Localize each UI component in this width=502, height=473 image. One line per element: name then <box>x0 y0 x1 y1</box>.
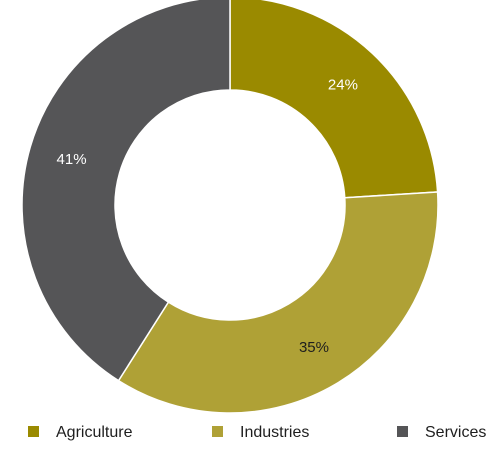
legend-swatch-services <box>397 426 408 437</box>
slice-labels: 24% 35% 41% <box>57 77 358 356</box>
data-label-agriculture: 24% <box>328 77 358 94</box>
legend-label-industries: Industries <box>240 424 309 441</box>
data-label-services: 41% <box>57 151 87 168</box>
legend-swatch-agriculture <box>28 426 39 437</box>
legend: Agriculture Industries Services <box>28 424 486 441</box>
legend-swatch-industries <box>212 426 223 437</box>
legend-label-services: Services <box>425 424 486 441</box>
donut-slices <box>21 0 439 414</box>
slice-industries <box>117 191 439 414</box>
slice-agriculture <box>229 0 439 199</box>
slice-services <box>21 0 231 382</box>
data-label-industries: 35% <box>299 339 329 356</box>
legend-label-agriculture: Agriculture <box>56 424 133 441</box>
